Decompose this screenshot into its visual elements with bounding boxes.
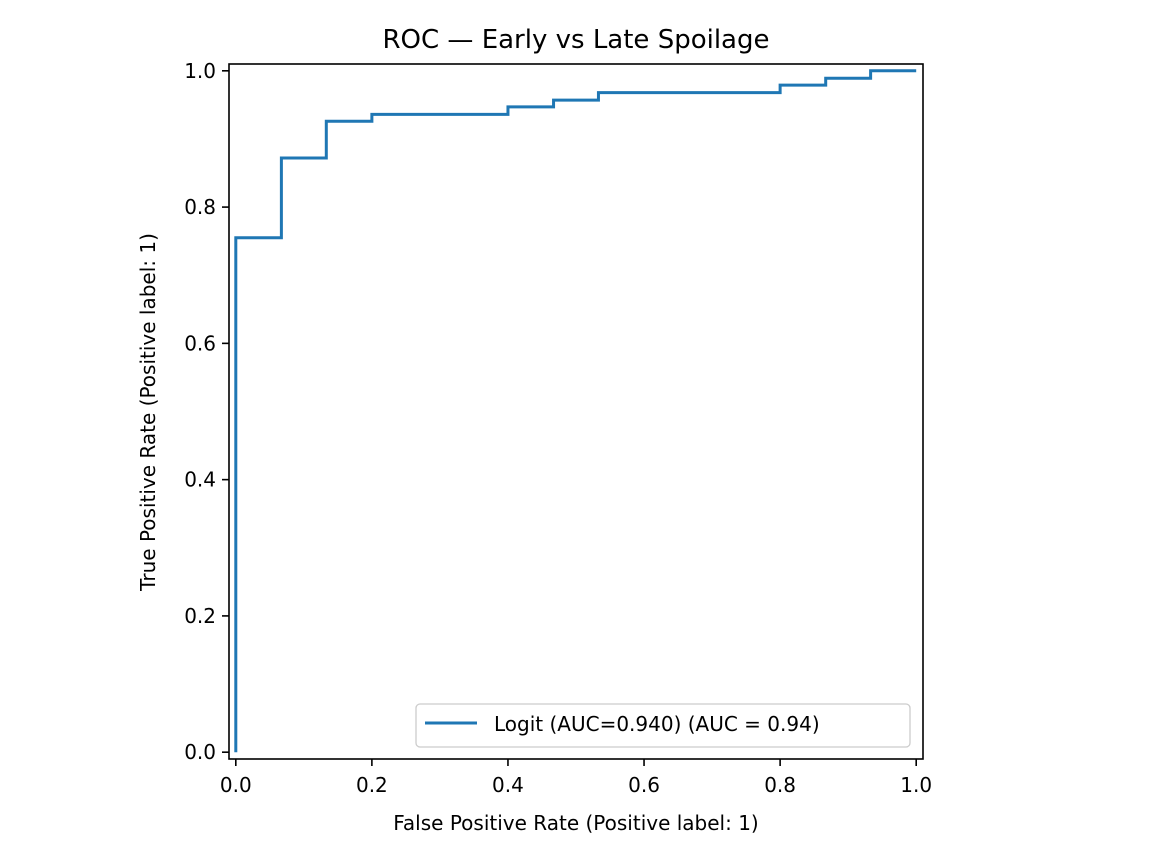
x-tick-label: 0.8 bbox=[764, 773, 796, 797]
y-axis-label: True Positive Rate (Positive label: 1) bbox=[136, 233, 160, 592]
y-tick-label: 0.4 bbox=[184, 468, 216, 492]
axes-frame bbox=[228, 63, 924, 760]
y-tick-label: 0.2 bbox=[184, 604, 216, 628]
x-tick-label: 0.0 bbox=[220, 773, 252, 797]
y-tick-label: 1.0 bbox=[184, 59, 216, 83]
chart-title: ROC — Early vs Late Spoilage bbox=[382, 25, 769, 55]
legend-label: Logit (AUC=0.940) (AUC = 0.94) bbox=[494, 712, 820, 736]
y-tick-label: 0.6 bbox=[184, 331, 216, 355]
roc-curve-line bbox=[234, 69, 917, 753]
legend: Logit (AUC=0.940) (AUC = 0.94) bbox=[415, 703, 911, 748]
y-tick-label: 0.0 bbox=[184, 740, 216, 764]
x-tick-label: 0.4 bbox=[492, 773, 524, 797]
x-tick-label: 1.0 bbox=[900, 773, 932, 797]
plot-area bbox=[234, 69, 917, 753]
y-tick-label: 0.8 bbox=[184, 195, 216, 219]
x-tick-label: 0.6 bbox=[628, 773, 660, 797]
legend-box bbox=[415, 703, 911, 748]
x-axis-label: False Positive Rate (Positive label: 1) bbox=[393, 811, 759, 835]
y-axis-ticks: 0.0 0.2 0.4 0.6 0.8 1.0 bbox=[184, 59, 229, 764]
x-tick-label: 0.2 bbox=[356, 773, 388, 797]
x-axis-ticks: 0.0 0.2 0.4 0.6 0.8 1.0 bbox=[220, 759, 932, 797]
